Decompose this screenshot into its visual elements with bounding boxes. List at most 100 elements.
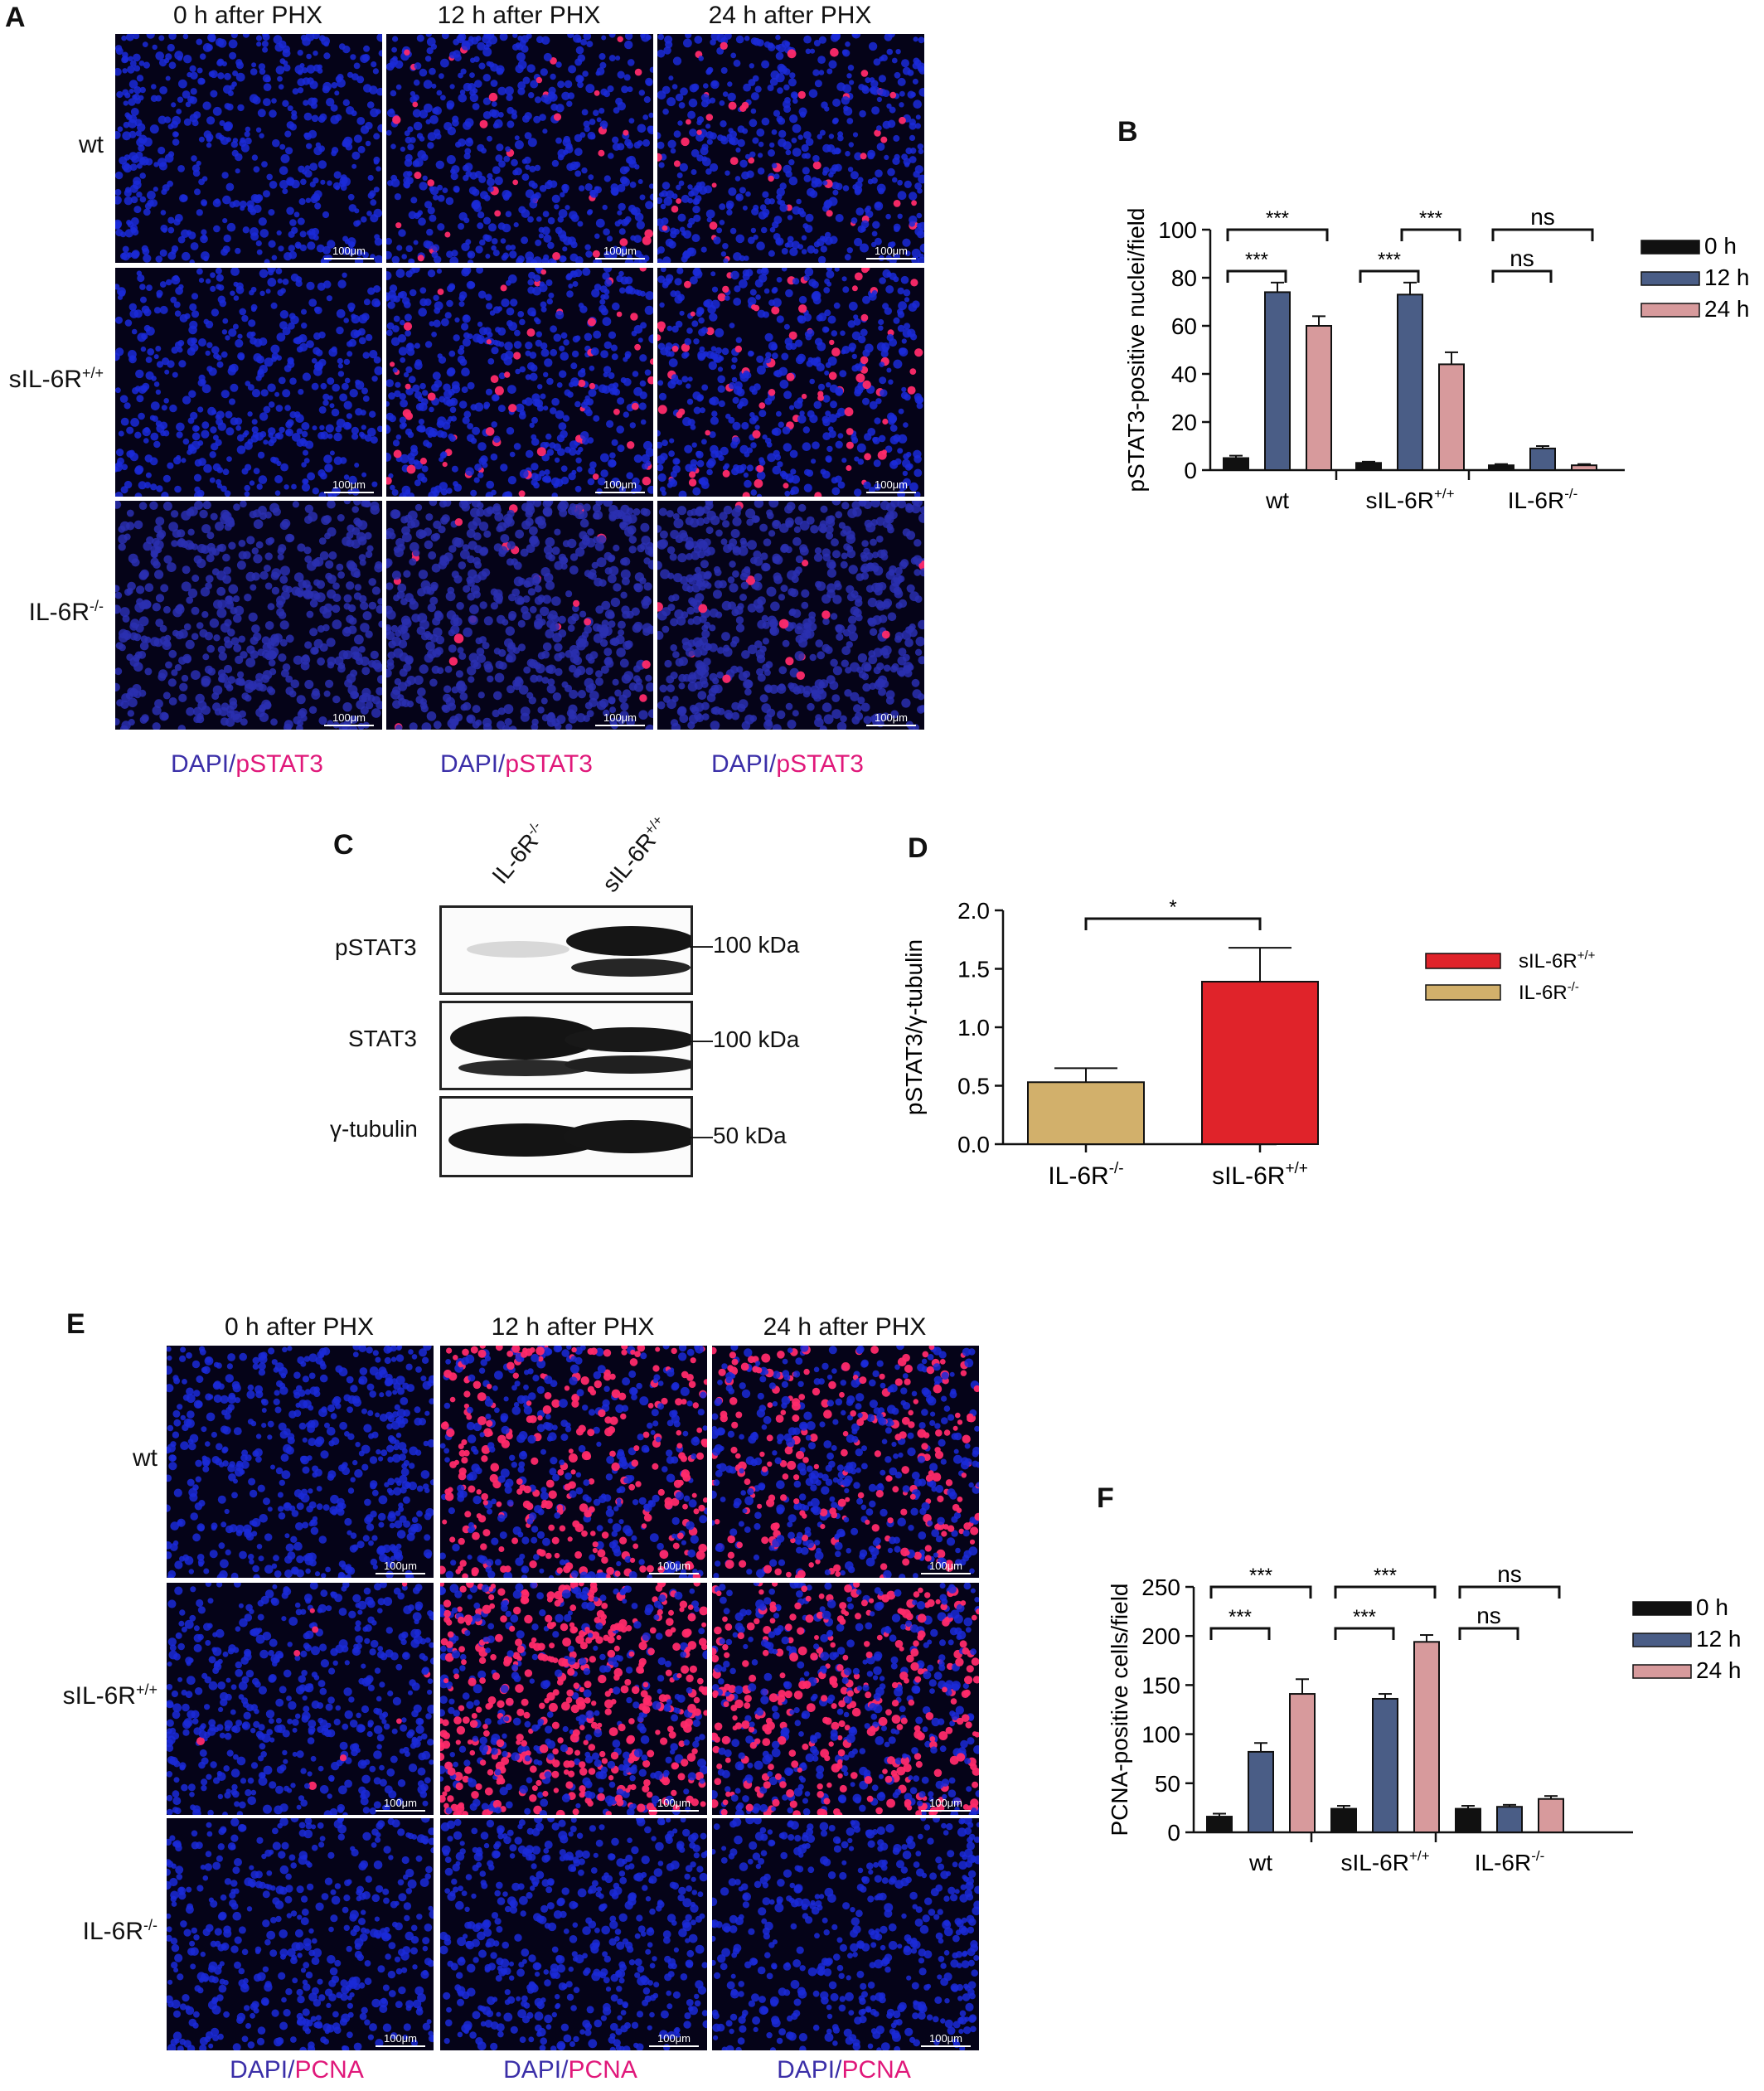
y-tick-label: 100 xyxy=(1158,217,1197,243)
stain-legend-e-1: DAPI/PCNA xyxy=(230,2056,364,2084)
y-tick-label: 150 xyxy=(1141,1672,1180,1698)
significance-bracket xyxy=(1084,917,1262,930)
panel-label-c: C xyxy=(333,829,354,861)
bar-0h-wt xyxy=(1223,457,1249,471)
bar-0h-wt xyxy=(1206,1816,1233,1833)
bar-24h-sIL-6R xyxy=(1438,363,1465,471)
significance-label: *** xyxy=(1378,249,1401,271)
blot-label-stat3: STAT3 xyxy=(348,1026,417,1051)
bar-24h-wt xyxy=(1306,325,1332,471)
scale-bar: 100μm xyxy=(595,245,645,260)
y-axis-label: pSTAT3-positive nuclei/field xyxy=(1123,208,1149,492)
stain-legend-e-2: DAPI/PCNA xyxy=(503,2056,637,2084)
significance-label: *** xyxy=(1374,1565,1397,1587)
A-row-label-1: sIL-6R+/+ xyxy=(8,365,104,393)
E-row-label-2: IL-6R-/- xyxy=(82,1917,158,1945)
scale-bar: 100μm xyxy=(376,1797,425,1812)
blot-tubulin xyxy=(439,1096,693,1177)
scale-bar: 100μm xyxy=(921,1797,971,1812)
blot-pstat3 xyxy=(439,905,693,995)
blot-label-tubulin: γ-tubulin xyxy=(330,1116,418,1142)
significance-bracket xyxy=(1458,1627,1519,1640)
E-micrograph-r0-c2: 100μm xyxy=(711,1345,980,1579)
kda-pstat3: —100 kDa xyxy=(690,932,800,958)
x-tick-label: wt xyxy=(1265,488,1289,513)
legend-swatch-2 xyxy=(1632,1664,1692,1679)
y-tick-label: 100 xyxy=(1141,1722,1180,1748)
panel-label-d: D xyxy=(908,832,928,864)
E-row-label-0: wt xyxy=(133,1444,158,1472)
legend-swatch-1 xyxy=(1640,271,1700,286)
A-micrograph-r1-c0: 100μm xyxy=(114,267,383,497)
significance-label: * xyxy=(1169,896,1176,919)
A-column-header-1: 12 h after PHX xyxy=(437,2,601,29)
stain-legend-a-3: DAPI/pSTAT3 xyxy=(711,750,864,778)
stain-legend-a-1: DAPI/pSTAT3 xyxy=(171,750,323,778)
scale-bar: 100μm xyxy=(376,1560,425,1574)
y-tick-label: 1.5 xyxy=(957,957,990,982)
blot-label-pstat3: pSTAT3 xyxy=(335,934,417,960)
bar-0h-sIL-6R xyxy=(1355,462,1382,471)
y-tick-label: 20 xyxy=(1171,410,1197,435)
scale-bar: 100μm xyxy=(376,2032,425,2047)
legend-swatch-2 xyxy=(1640,303,1700,318)
significance-label: ns xyxy=(1530,204,1555,230)
scale-bar: 100μm xyxy=(595,711,645,726)
significance-bracket xyxy=(1226,228,1329,241)
bar-24h-wt xyxy=(1289,1693,1316,1833)
A-micrograph-r2-c2: 100μm xyxy=(657,500,925,730)
bar-12h-IL-6R xyxy=(1496,1806,1523,1834)
panel-label-f: F xyxy=(1097,1482,1114,1514)
legend-label-0: sIL-6R+/+ xyxy=(1519,948,1596,973)
stain-legend-e-3: DAPI/PCNA xyxy=(777,2056,911,2084)
legend-swatch-0 xyxy=(1632,1601,1692,1616)
E-row-label-1: sIL-6R+/+ xyxy=(62,1681,158,1710)
y-tick-label: 80 xyxy=(1171,265,1197,291)
E-column-header-2: 24 h after PHX xyxy=(763,1313,927,1341)
y-axis-label: pSTAT3/γ-tubulin xyxy=(904,939,927,1115)
lane-label-sil: sIL-6R+/+ xyxy=(597,812,666,897)
kda-tubulin: —50 kDa xyxy=(690,1123,787,1148)
x-tick-label: sIL-6R+/+ xyxy=(1340,1848,1429,1875)
y-tick-label: 0.0 xyxy=(957,1132,990,1157)
bar-12h-sIL-6R xyxy=(1372,1697,1398,1833)
scale-bar: 100μm xyxy=(595,478,645,493)
x-tick-label: IL-6R-/- xyxy=(1475,1848,1545,1875)
legend-swatch-1 xyxy=(1632,1633,1692,1647)
significance-label: *** xyxy=(1419,207,1442,230)
legend-label-0: 0 h xyxy=(1704,233,1737,259)
bar-IL-6R xyxy=(1027,1081,1145,1146)
significance-bracket xyxy=(1458,1585,1561,1599)
E-micrograph-r0-c0: 100μm xyxy=(166,1345,434,1579)
scale-bar: 100μm xyxy=(324,711,374,726)
y-tick-label: 40 xyxy=(1171,361,1197,387)
significance-bracket xyxy=(1334,1585,1437,1599)
chart-f: 0 50 100 150 200 250 PCNA-positive cells/field… xyxy=(1107,1561,1742,1875)
scale-bar: 100μm xyxy=(324,478,374,493)
bar-12h-wt xyxy=(1248,1750,1274,1833)
E-micrograph-r2-c2: 100μm xyxy=(711,1817,980,2051)
scale-bar: 100μm xyxy=(921,2032,971,2047)
stain-legend-a-2: DAPI/pSTAT3 xyxy=(440,750,593,778)
A-micrograph-r0-c2: 100μm xyxy=(657,33,925,264)
bar-0h-IL-6R xyxy=(1455,1807,1481,1834)
E-micrograph-r2-c0: 100μm xyxy=(166,1817,434,2051)
x-tick-label: wt xyxy=(1248,1850,1272,1875)
significance-bracket xyxy=(1209,1627,1271,1640)
A-micrograph-r0-c0: 100μm xyxy=(114,33,383,264)
legend-label-2: 24 h xyxy=(1696,1657,1742,1683)
E-micrograph-r1-c0: 100μm xyxy=(166,1582,434,1816)
x-tick-label: IL-6R-/- xyxy=(1048,1160,1123,1190)
y-tick-label: 0 xyxy=(1184,458,1197,483)
E-column-header-1: 12 h after PHX xyxy=(491,1313,655,1341)
A-micrograph-r0-c1: 100μm xyxy=(385,33,654,264)
E-micrograph-r0-c1: 100μm xyxy=(439,1345,708,1579)
chart-d: 0.0 0.5 1.0 1.5 2.0 pSTAT3/γ-tubulin IL-6R-/- s… xyxy=(904,896,1596,1190)
A-column-header-2: 24 h after PHX xyxy=(708,2,872,29)
scale-bar: 100μm xyxy=(324,245,374,260)
A-column-header-0: 0 h after PHX xyxy=(172,2,323,29)
A-row-label-2: IL-6R-/- xyxy=(28,598,104,626)
lane-label-ko: IL-6R-/- xyxy=(487,817,544,889)
x-tick-label: sIL-6R+/+ xyxy=(1365,486,1454,513)
bar-12h-IL-6R xyxy=(1529,447,1556,471)
